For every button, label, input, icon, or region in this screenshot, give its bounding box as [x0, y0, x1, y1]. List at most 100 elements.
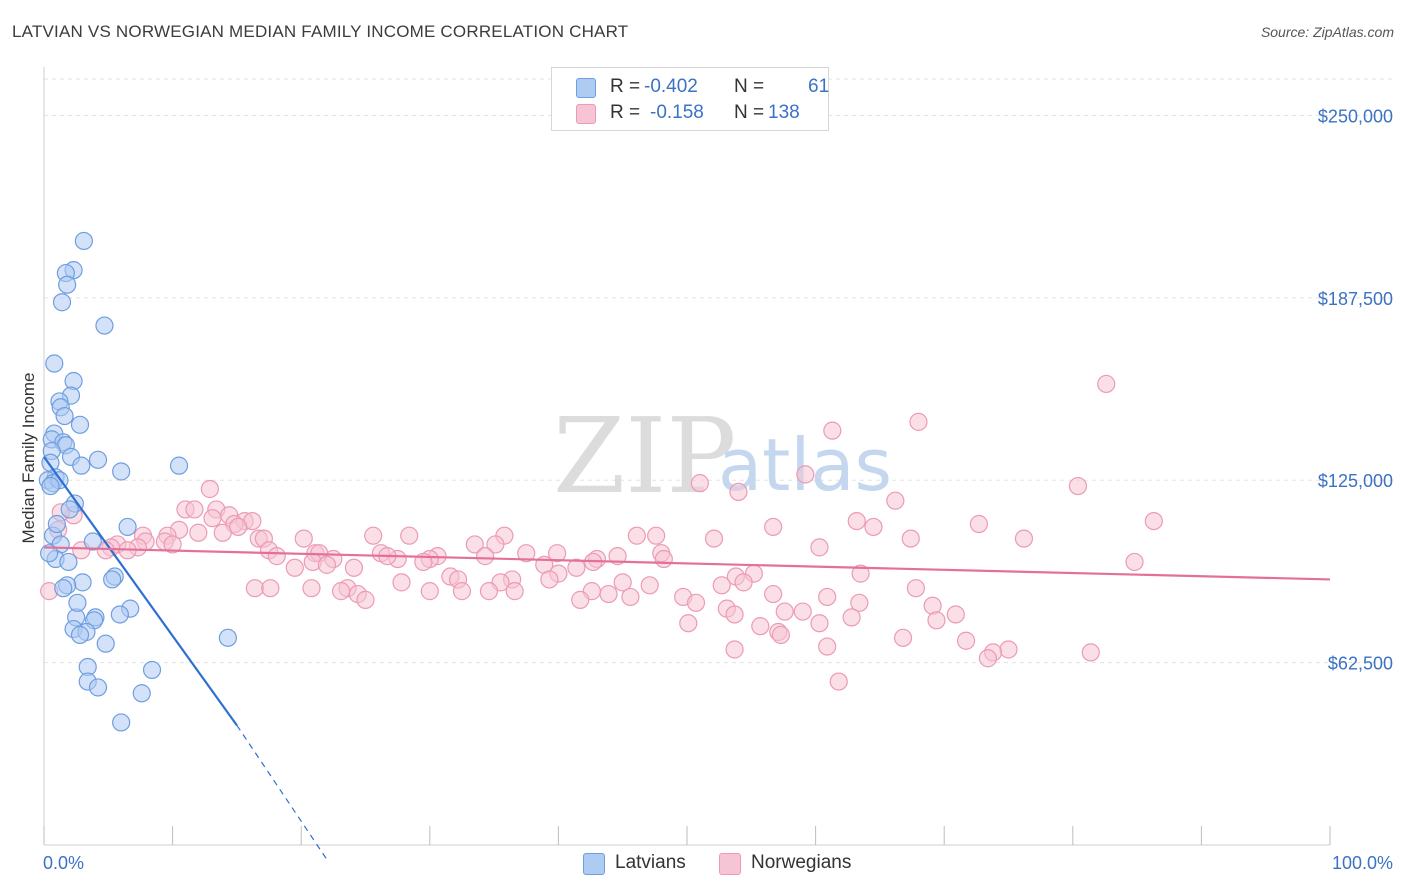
norwegian-point — [810, 538, 829, 557]
latvian-point — [88, 678, 108, 697]
norwegian-point — [909, 412, 928, 431]
latvian-point — [169, 456, 189, 475]
latvian-point — [58, 275, 77, 294]
norwegian-point — [999, 640, 1018, 659]
norwegian-point — [647, 526, 666, 545]
norwegian-point — [906, 579, 926, 598]
watermark-zip: ZIP — [553, 395, 736, 517]
norwegian-point — [203, 509, 222, 528]
norwegian-point — [851, 564, 870, 583]
norwegian-point — [285, 558, 304, 577]
norwegian-point — [725, 640, 744, 659]
norwegian-point — [734, 573, 753, 592]
chart-title: LATVIAN VS NORWEGIAN MEDIAN FAMILY INCOM… — [12, 22, 629, 41]
norwegian-point — [627, 526, 646, 545]
legend-n-value-norwegians: 138 — [768, 102, 800, 123]
norwegian-point — [331, 582, 351, 601]
norwegian-point — [818, 637, 837, 656]
norwegian-point — [793, 602, 812, 621]
correlation-legend: R = -0.402 N = 61 R = -0.158 N = 138 — [551, 67, 829, 131]
norwegian-point — [886, 491, 905, 510]
norwegian-point — [690, 474, 709, 493]
norwegian-point — [1014, 529, 1034, 548]
norwegian-point — [796, 465, 815, 484]
y-axis-label: Median Family Income — [19, 372, 38, 543]
legend-r-label: R = — [610, 102, 641, 123]
legend-swatch-norwegians — [576, 104, 596, 124]
norwegian-point — [771, 625, 790, 644]
norwegian-point — [475, 547, 495, 566]
latvian-point — [41, 476, 60, 496]
norwegian-point — [686, 593, 706, 612]
latvian-point — [103, 570, 122, 589]
legend-r-value-latvians: -0.402 — [644, 76, 698, 97]
norwegian-point — [452, 582, 472, 601]
norwegian-point — [1068, 476, 1088, 496]
norwegian-point — [229, 517, 248, 537]
y-tick-label: $62,500 — [1328, 654, 1393, 674]
bottom-legend-swatch-latvians — [583, 853, 605, 875]
norwegian-point — [847, 511, 866, 531]
latvian-point — [132, 684, 151, 703]
norwegian-point — [302, 579, 321, 598]
legend-swatch-latvians — [576, 78, 596, 98]
latvian-point — [74, 231, 93, 251]
latvian-point — [110, 605, 129, 624]
norwegian-point — [364, 526, 383, 545]
norwegian-point — [901, 529, 920, 548]
norwegian-point — [978, 649, 998, 668]
latvian-point — [54, 579, 73, 598]
norwegian-point — [420, 582, 439, 601]
legend-n-label: N = — [734, 102, 765, 123]
watermark: ZIP atlas — [553, 395, 892, 517]
norwegian-point — [189, 523, 208, 542]
norwegian-point — [751, 617, 770, 636]
latvian-point — [40, 544, 59, 563]
norwegian-point — [517, 544, 536, 563]
norwegian-point — [764, 584, 783, 604]
norwegian-point — [712, 576, 731, 595]
latvian-point — [45, 354, 64, 373]
norwegian-point — [185, 500, 204, 519]
norwegian-point — [505, 582, 524, 601]
norwegian-point — [969, 514, 989, 534]
norwegian-point — [486, 535, 505, 554]
norwegian-point — [267, 547, 286, 566]
norwegian-point — [704, 529, 724, 548]
norwegian-point — [344, 558, 364, 577]
latvian-point — [60, 500, 79, 519]
legend-n-value-latvians: 61 — [808, 76, 830, 97]
latvian-point — [72, 456, 91, 475]
latvian-point — [59, 552, 78, 572]
norwegian-point — [810, 614, 829, 633]
norwegian-point — [163, 535, 182, 554]
latvian-point — [96, 634, 115, 653]
latvian-point — [70, 415, 90, 434]
legend-n-label: N = — [734, 76, 765, 97]
latvian-trend-extension — [236, 725, 328, 860]
norwegian-point — [1144, 511, 1163, 531]
norwegian-point — [599, 584, 618, 604]
bottom-legend-label-norwegians: Norwegians — [751, 852, 852, 873]
norwegian-point — [317, 555, 337, 574]
bottom-legend-label-latvians: Latvians — [615, 852, 686, 873]
norwegian-point — [1081, 643, 1100, 662]
norwegian-point — [567, 558, 586, 577]
latvian-point — [118, 517, 137, 537]
norwegian-point — [540, 570, 559, 589]
bottom-legend-swatch-norwegians — [719, 853, 741, 875]
norwegian-point — [654, 549, 673, 569]
norwegian-point — [608, 547, 627, 566]
norwegian-point — [850, 593, 869, 612]
latvian-point — [55, 406, 74, 426]
norwegian-trend-line — [43, 546, 1331, 581]
x-tick-label-max: 100.0% — [1332, 853, 1393, 873]
norwegian-point — [640, 576, 659, 595]
y-tick-label: $250,000 — [1318, 106, 1393, 126]
norwegian-point — [842, 608, 861, 627]
norwegian-point — [1125, 552, 1144, 572]
latvian-point — [70, 625, 90, 644]
norwegian-point — [613, 573, 632, 592]
norwegian-point — [571, 590, 590, 609]
